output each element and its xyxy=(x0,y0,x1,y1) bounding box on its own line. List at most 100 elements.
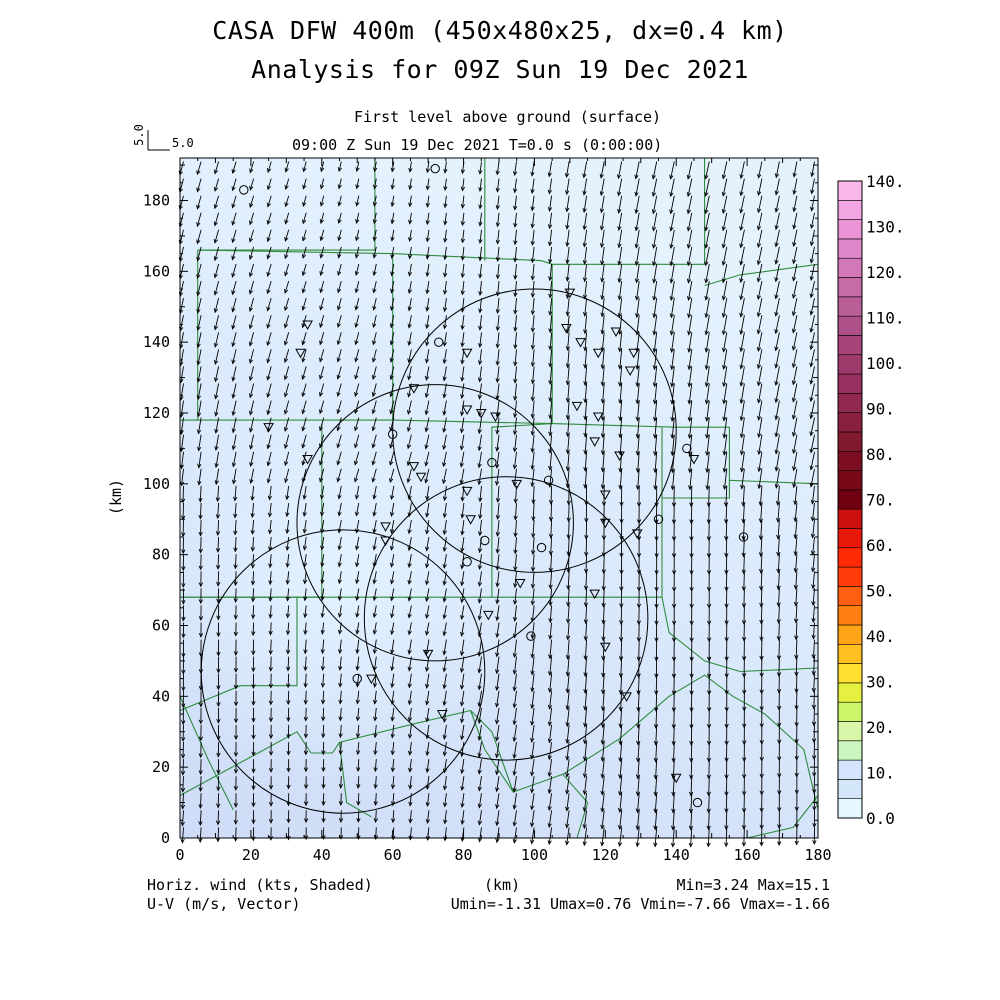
wind-vector xyxy=(232,366,237,381)
wind-vector-head xyxy=(776,636,781,641)
wind-vector-head xyxy=(284,288,289,294)
wind-vector-head xyxy=(320,511,325,517)
wind-vector-head xyxy=(686,278,692,284)
wind-vector xyxy=(391,520,395,533)
wind-vector-head xyxy=(565,363,570,369)
wind-vector-head xyxy=(513,327,518,332)
wind-vector-head xyxy=(477,752,482,758)
wind-vector xyxy=(810,332,815,350)
wind-vector-head xyxy=(513,378,518,384)
station-circle xyxy=(387,429,398,439)
wind-vector xyxy=(635,229,640,248)
wind-vector-head xyxy=(389,409,394,415)
wind-vector xyxy=(514,520,517,537)
wind-vector-head xyxy=(513,583,518,589)
wind-vector xyxy=(602,366,605,386)
wind-vector-head xyxy=(495,616,500,622)
wind-vector xyxy=(269,537,272,551)
wind-vector-head xyxy=(739,399,744,405)
wind-vector xyxy=(496,810,500,826)
wind-vector-head xyxy=(600,295,605,301)
wind-vector xyxy=(443,690,447,706)
wind-vector-head xyxy=(617,364,623,370)
wind-vector xyxy=(496,161,500,175)
wind-vector-head xyxy=(198,632,204,638)
wind-vector xyxy=(757,315,763,334)
wind-vector-head xyxy=(477,429,482,435)
colorbar-label: 90. xyxy=(866,400,895,419)
wind-vector-head xyxy=(249,185,254,191)
wind-vector xyxy=(444,212,447,225)
wind-vector xyxy=(390,349,395,362)
wind-vector xyxy=(775,434,780,454)
wind-vector xyxy=(740,383,745,404)
wind-vector xyxy=(196,229,202,244)
wind-vector-head xyxy=(268,580,273,586)
wind-vector-head xyxy=(442,785,448,791)
wind-vector xyxy=(757,281,763,300)
wind-vector xyxy=(672,468,675,490)
wind-vector xyxy=(567,571,570,590)
wind-vector xyxy=(724,468,728,490)
wind-vector xyxy=(496,332,500,348)
wind-vector-head xyxy=(739,381,744,387)
wind-vector xyxy=(319,400,325,414)
wind-vector xyxy=(319,332,325,345)
wind-vector-head xyxy=(443,220,448,226)
wind-vector-head xyxy=(251,717,256,723)
y-tick-label: 40 xyxy=(152,687,170,705)
wind-vector xyxy=(671,349,675,370)
wind-vector xyxy=(549,622,553,639)
wind-vector-head xyxy=(739,174,744,180)
wind-vector-head xyxy=(584,535,589,540)
wind-vector xyxy=(531,434,535,453)
wind-vector-head xyxy=(355,579,360,585)
wind-vector xyxy=(443,588,447,602)
wind-vector xyxy=(778,656,780,677)
wind-vector-head xyxy=(599,173,604,179)
wind-vector xyxy=(303,485,307,499)
wind-vector-head xyxy=(724,757,729,763)
wind-vector-head xyxy=(759,807,764,813)
station-triangle xyxy=(483,610,494,621)
wind-vector-head xyxy=(759,655,764,661)
y-tick-label: 160 xyxy=(143,262,170,280)
wind-vector-head xyxy=(442,684,447,690)
wind-vector-head xyxy=(634,191,639,197)
wind-vector xyxy=(286,537,290,551)
wind-vector-head xyxy=(530,788,535,794)
wind-vector-head xyxy=(582,807,587,813)
wind-vector-head xyxy=(495,582,500,588)
wind-vector xyxy=(496,707,500,724)
wind-vector xyxy=(321,537,325,550)
wind-vector-head xyxy=(652,278,657,284)
wind-vector-head xyxy=(320,579,325,585)
wind-vector-head xyxy=(477,548,483,554)
wind-vector xyxy=(355,349,360,362)
wind-vector-head xyxy=(636,740,641,746)
wind-vector-head xyxy=(320,629,325,635)
station-triangle xyxy=(302,320,313,330)
wind-vector-head xyxy=(791,293,797,300)
wind-vector xyxy=(214,280,220,295)
wind-vector-head xyxy=(512,720,517,726)
wind-vector xyxy=(549,195,553,211)
wind-vector xyxy=(513,759,517,775)
wind-vector-head xyxy=(198,770,203,776)
wind-vector xyxy=(705,281,710,300)
wind-vector xyxy=(287,605,290,618)
wind-vector-head xyxy=(460,290,465,296)
wind-vector xyxy=(514,246,517,262)
county-line xyxy=(179,696,234,810)
wind-vector-head xyxy=(337,612,343,618)
wind-vector-head xyxy=(809,276,814,281)
wind-vector xyxy=(408,588,412,601)
wind-vector-head xyxy=(513,515,518,521)
wind-vector-head xyxy=(478,204,483,210)
wind-vector-head xyxy=(687,330,692,336)
wind-vector xyxy=(338,502,342,516)
wind-vector xyxy=(549,639,553,659)
wind-vector xyxy=(302,178,307,189)
wind-vector xyxy=(620,622,623,641)
wind-vector-head xyxy=(530,240,535,246)
